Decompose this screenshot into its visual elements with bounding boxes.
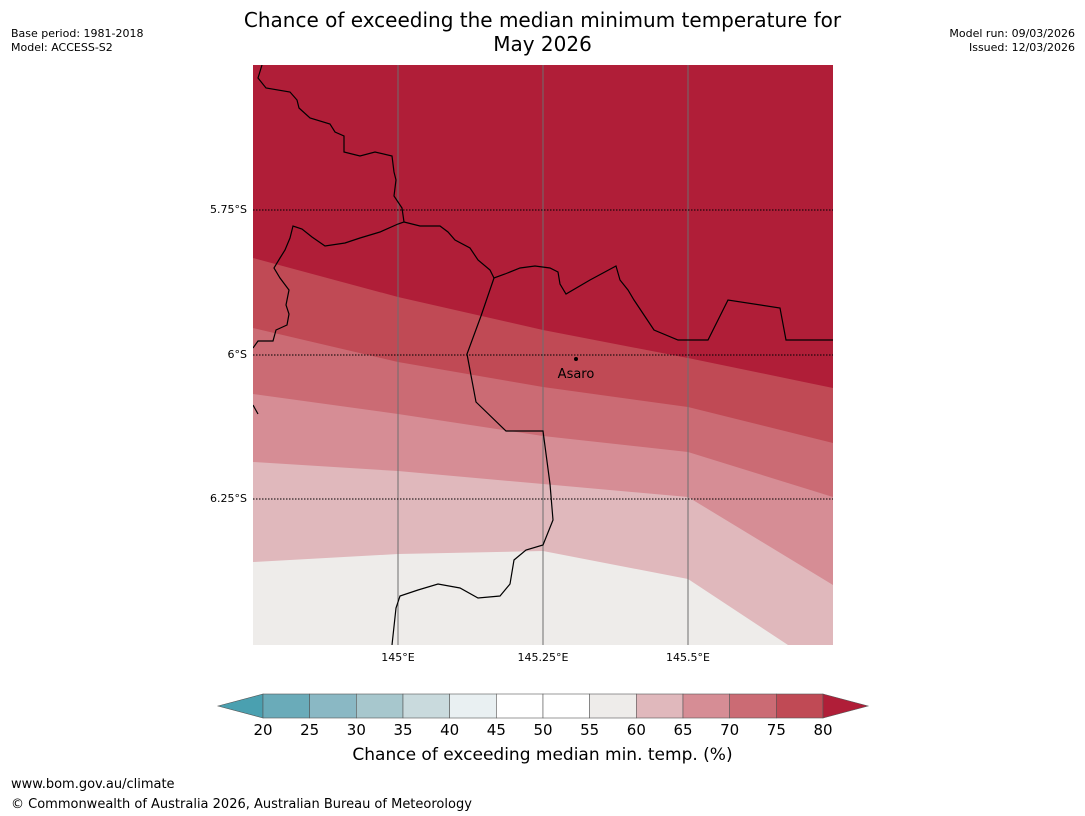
issued-date: Issued: 12/03/2026 <box>968 41 1075 54</box>
footer-url: www.bom.gov.au/climate <box>11 777 175 792</box>
model-name: Model: ACCESS-S2 <box>11 41 113 54</box>
colorbar: 20 25 30 35 40 45 50 55 60 65 70 75 80 <box>216 693 870 739</box>
colorbar-tick-label: 50 <box>533 721 552 739</box>
parallels <box>253 209 833 500</box>
colorbar-tick-label: 80 <box>813 721 832 739</box>
lat-label-5-75: 5.75°S <box>210 203 247 216</box>
border-west-fragment <box>253 404 259 415</box>
province-borders <box>253 65 833 645</box>
colorbar-tick-label: 60 <box>627 721 646 739</box>
chart-title: Chance of exceeding the median minimum t… <box>0 8 1085 56</box>
title-line-2: May 2026 <box>493 32 592 56</box>
colorbar-tick-label: 30 <box>347 721 366 739</box>
colorbar-tick-label: 20 <box>253 721 272 739</box>
colorbar-segment <box>496 693 544 719</box>
meta-left: Base period: 1981-2018 Model: ACCESS-S2 <box>11 27 143 55</box>
colorbar-segment <box>402 693 450 719</box>
asaro-label: Asaro <box>558 367 595 382</box>
colorbar-tick-label: 45 <box>487 721 506 739</box>
border-central <box>391 277 554 645</box>
colorbar-tick-label: 65 <box>673 721 692 739</box>
border-north <box>253 65 405 349</box>
colorbar-title: Chance of exceeding median min. temp. (%… <box>352 745 733 765</box>
colorbar-tick-label: 35 <box>393 721 412 739</box>
colorbar-segment <box>449 693 497 719</box>
forecast-map: Asaro 5.75°S 6°S 6.25°S 145°E 145.25°E 1… <box>210 65 833 664</box>
meta-right: Model run: 09/03/2026 Issued: 12/03/2026 <box>949 27 1075 55</box>
colorbar-segment <box>262 693 310 719</box>
lon-label-145-5: 145.5°E <box>666 651 710 664</box>
colorbar-low-extend <box>216 693 264 719</box>
asaro-marker <box>574 357 578 361</box>
colorbar-segments <box>262 693 824 719</box>
colorbar-segment <box>729 693 777 719</box>
model-run: Model run: 09/03/2026 <box>949 27 1075 40</box>
colorbar-segment <box>309 693 357 719</box>
colorbar-high-extend <box>822 693 870 719</box>
colorbar-tick-label: 55 <box>580 721 599 739</box>
colorbar-segment <box>356 693 404 719</box>
footer-copyright: © Commonwealth of Australia 2026, Austra… <box>11 797 472 812</box>
colorbar-segment <box>589 693 637 719</box>
colorbar-tick-label: 75 <box>767 721 786 739</box>
footer: www.bom.gov.au/climate © Commonwealth of… <box>11 775 472 815</box>
colorbar-segment <box>636 693 684 719</box>
base-period: Base period: 1981-2018 <box>11 27 144 40</box>
colorbar-tick-label: 70 <box>720 721 739 739</box>
colorbar-tick-label: 25 <box>300 721 319 739</box>
title-line-1: Chance of exceeding the median minimum t… <box>243 8 842 32</box>
colorbar-tick-labels: 20 25 30 35 40 45 50 55 60 65 70 75 80 <box>253 721 832 739</box>
colorbar-segment <box>682 693 730 719</box>
colorbar-segment <box>776 693 824 719</box>
colorbar-segment <box>542 693 590 719</box>
lat-label-6-25: 6.25°S <box>210 492 247 505</box>
lat-label-6: 6°S <box>228 348 247 361</box>
lon-label-145-25: 145.25°E <box>518 651 569 664</box>
colorbar-tick-label: 40 <box>440 721 459 739</box>
lon-label-145: 145°E <box>381 651 414 664</box>
border-northeast <box>403 221 833 341</box>
